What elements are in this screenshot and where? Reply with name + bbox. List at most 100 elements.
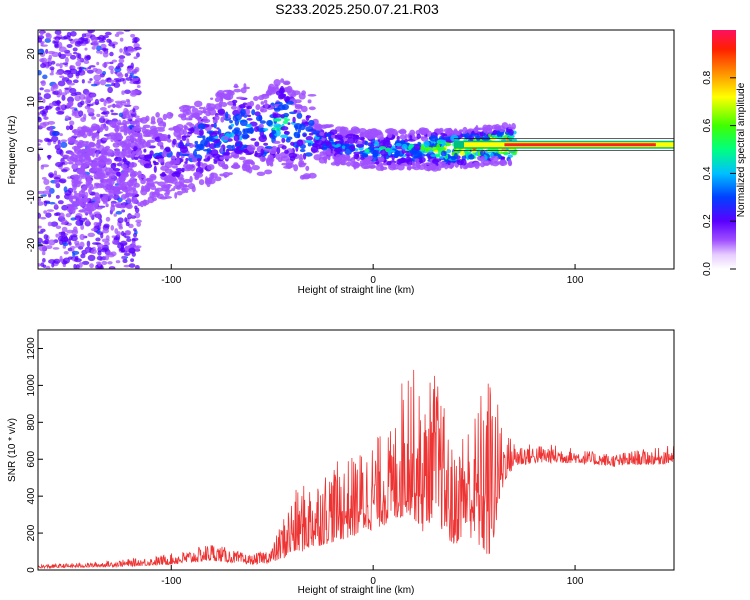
spectral-blob	[382, 166, 388, 171]
spectral-blob	[73, 226, 78, 233]
spectral-blob	[111, 235, 116, 238]
spectral-blob	[429, 134, 439, 142]
y-tick-label: 10	[26, 96, 37, 108]
spectral-blob	[97, 266, 102, 269]
spectral-blob	[179, 139, 183, 147]
spectral-blob	[439, 156, 444, 159]
spectral-blob	[99, 218, 103, 224]
spectral-blob	[116, 171, 121, 177]
spectral-blob	[107, 261, 113, 265]
spectral-blob	[88, 187, 92, 195]
spectral-blob	[72, 47, 78, 52]
spectral-blob	[243, 83, 247, 89]
spectral-blob	[470, 133, 476, 138]
spectral-blob	[64, 69, 72, 73]
spectral-blob	[156, 126, 166, 130]
spectral-blob	[494, 126, 499, 130]
spectral-blob	[46, 209, 55, 212]
spectral-blob	[215, 92, 221, 98]
spectral-blob	[232, 99, 238, 104]
spectral-blob	[367, 155, 373, 161]
spectral-blob	[213, 144, 221, 148]
spectral-blob	[91, 150, 96, 158]
spectral-blob	[161, 171, 166, 177]
spectral-blob	[79, 241, 85, 248]
spectral-blob	[300, 105, 308, 113]
spectral-blob	[125, 135, 135, 141]
spectral-blob	[181, 187, 186, 194]
spectral-blob	[264, 169, 273, 175]
spectral-blob	[488, 127, 493, 135]
spectral-blob	[125, 98, 130, 103]
spectral-blob	[59, 149, 64, 156]
spectral-blob	[368, 144, 375, 148]
y-tick-label: 200	[26, 524, 37, 541]
spectral-blob	[206, 148, 212, 153]
spectral-blob	[112, 168, 121, 172]
spectral-blob	[196, 135, 204, 138]
spectral-blob	[67, 161, 74, 165]
spectral-blob	[107, 79, 115, 83]
spectral-blob	[38, 96, 43, 101]
spectrogram-x-ticks: -100 0 100	[161, 264, 584, 286]
spectral-blob	[95, 206, 103, 210]
spectral-blob	[274, 86, 280, 92]
spectral-blob	[164, 146, 171, 152]
spectral-blob	[50, 60, 56, 65]
spectral-blob	[73, 51, 78, 55]
spectral-blob	[62, 257, 70, 264]
spectral-blob	[490, 134, 497, 138]
spectral-blob	[78, 155, 83, 162]
spectral-blob	[83, 96, 88, 100]
spectral-blob	[473, 126, 479, 134]
spectral-blob	[114, 100, 123, 104]
spectral-blob	[276, 146, 281, 155]
spectral-blob	[67, 206, 74, 213]
spectral-blob	[235, 142, 241, 147]
spectral-blob	[93, 201, 99, 208]
spectral-blob	[73, 263, 77, 269]
spectral-blob	[90, 248, 97, 255]
spectral-blob	[101, 260, 108, 265]
spectral-blob	[68, 151, 75, 155]
spectral-blob	[263, 128, 269, 131]
spectral-blob	[391, 155, 395, 161]
spectral-blob	[149, 173, 157, 181]
spectral-blob	[208, 108, 217, 116]
spectral-blob	[100, 196, 109, 203]
spectral-blob	[497, 154, 502, 159]
spectral-blob	[333, 144, 339, 148]
spectral-blob	[193, 171, 201, 177]
spectral-blob	[157, 158, 165, 163]
spectral-blob	[394, 131, 399, 137]
spectral-blob	[254, 111, 261, 117]
spectral-blob	[294, 103, 298, 108]
spectral-blob	[55, 71, 64, 76]
spectral-blob	[96, 50, 101, 54]
spectral-blob	[79, 172, 85, 178]
spectral-blob	[210, 149, 219, 156]
spectral-blob	[69, 54, 77, 60]
spectral-blob	[74, 40, 82, 47]
spectral-blob	[103, 178, 108, 183]
spectral-blob	[234, 113, 242, 121]
spectral-blob	[229, 132, 235, 138]
spectral-blob	[507, 126, 515, 130]
spectral-blob	[356, 143, 365, 148]
spectral-blob	[307, 142, 312, 147]
spectral-blob	[499, 159, 507, 165]
spectral-blob	[160, 135, 168, 141]
spectral-blob	[273, 123, 282, 128]
spectral-blob	[60, 231, 66, 238]
y-tick-label: 1200	[26, 337, 37, 360]
spectral-blob	[124, 89, 131, 95]
spectral-blob	[75, 60, 82, 67]
spectral-blob	[43, 93, 52, 100]
spectral-blob	[99, 107, 107, 111]
spectral-blob	[479, 161, 486, 168]
spectral-blob	[226, 144, 233, 150]
spectral-blob	[303, 133, 307, 137]
spectral-blob	[155, 112, 160, 118]
spectral-blob	[466, 162, 474, 169]
spectral-blob	[299, 123, 306, 131]
